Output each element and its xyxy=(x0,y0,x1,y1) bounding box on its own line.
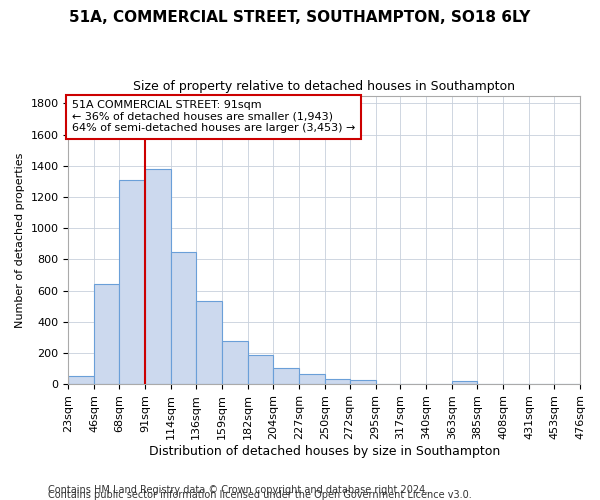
Text: Contains public sector information licensed under the Open Government Licence v3: Contains public sector information licen… xyxy=(48,490,472,500)
Bar xyxy=(94,284,119,384)
X-axis label: Distribution of detached houses by size in Southampton: Distribution of detached houses by size … xyxy=(149,444,500,458)
Bar xyxy=(68,376,94,384)
Bar xyxy=(196,302,222,384)
Bar xyxy=(145,169,171,384)
Bar xyxy=(171,252,196,384)
Bar xyxy=(222,341,248,384)
Text: 51A COMMERCIAL STREET: 91sqm
← 36% of detached houses are smaller (1,943)
64% of: 51A COMMERCIAL STREET: 91sqm ← 36% of de… xyxy=(72,100,355,134)
Bar xyxy=(119,180,145,384)
Title: Size of property relative to detached houses in Southampton: Size of property relative to detached ho… xyxy=(133,80,515,93)
Text: Contains HM Land Registry data © Crown copyright and database right 2024.: Contains HM Land Registry data © Crown c… xyxy=(48,485,428,495)
Bar xyxy=(325,378,350,384)
Bar xyxy=(248,355,273,384)
Y-axis label: Number of detached properties: Number of detached properties xyxy=(15,152,25,328)
Bar xyxy=(299,374,325,384)
Bar xyxy=(452,381,477,384)
Text: 51A, COMMERCIAL STREET, SOUTHAMPTON, SO18 6LY: 51A, COMMERCIAL STREET, SOUTHAMPTON, SO1… xyxy=(70,10,530,25)
Bar xyxy=(350,380,376,384)
Bar xyxy=(273,368,299,384)
